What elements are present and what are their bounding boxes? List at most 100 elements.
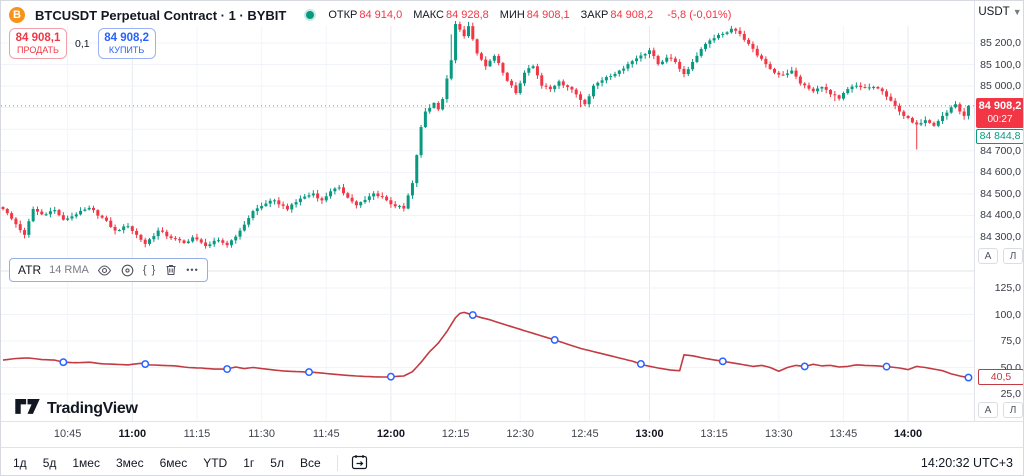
candle-body xyxy=(307,195,311,197)
candle-body xyxy=(811,88,815,92)
candle-body xyxy=(96,210,100,216)
candle-body xyxy=(566,85,570,87)
candle-body xyxy=(604,77,608,81)
candle-body xyxy=(182,240,186,244)
price-tick: 84 500,0 xyxy=(980,187,1021,200)
candle-body xyxy=(544,85,548,87)
symbol-title[interactable]: BTCUSDT Perpetual Contract · 1 · BYBIT xyxy=(35,7,287,23)
candle-body xyxy=(191,237,195,242)
auto-scale-button[interactable]: А xyxy=(978,402,998,418)
candle-body xyxy=(837,95,841,99)
range-button-1д[interactable]: 1д xyxy=(13,455,27,470)
candle-body xyxy=(18,224,22,231)
candle-body xyxy=(165,231,169,237)
candle-body xyxy=(660,61,664,65)
candle-body xyxy=(260,206,264,209)
candle-body xyxy=(716,34,720,39)
candle-body xyxy=(53,210,57,212)
candle-body xyxy=(880,88,884,92)
candle-body xyxy=(109,220,113,227)
range-button-1мес[interactable]: 1мес xyxy=(72,455,100,470)
range-button-5д[interactable]: 5д xyxy=(42,455,57,470)
range-button-1г[interactable]: 1г xyxy=(243,455,255,470)
candle-body xyxy=(380,196,384,198)
candle-body xyxy=(958,104,962,112)
range-button-Все[interactable]: Все xyxy=(299,455,321,470)
candle-body xyxy=(298,198,302,203)
range-button-3мес[interactable]: 3мес xyxy=(115,455,144,470)
indicator-legend[interactable]: ATR 14 RMA { } ••• xyxy=(9,258,208,282)
candle-body xyxy=(264,203,268,207)
spread-value: 0,1 xyxy=(75,37,90,50)
candle-body xyxy=(669,57,673,59)
atr-selection-marker xyxy=(550,335,559,344)
chart-canvas[interactable] xyxy=(1,1,974,447)
more-icon[interactable]: ••• xyxy=(186,265,199,275)
sell-button[interactable]: 84 908,1 ПРОДАТЬ xyxy=(9,28,67,59)
time-tick: 13:15 xyxy=(700,428,728,440)
candle-body xyxy=(466,26,470,37)
log-scale-button[interactable]: Л xyxy=(1003,248,1023,264)
time-tick: 12:00 xyxy=(376,428,405,440)
candle-body xyxy=(772,68,776,73)
candle-body xyxy=(781,74,785,76)
time-axis[interactable]: 10:45 11:00 11:15 11:30 11:45 12:00 12:15 12:30… xyxy=(1,421,1023,447)
session-clock[interactable]: 14:20:32 UTC+3 xyxy=(920,455,1013,470)
candle-body xyxy=(337,187,341,189)
candle-body xyxy=(402,205,406,209)
candle-body xyxy=(945,112,949,116)
candle-body xyxy=(385,196,389,201)
candle-body xyxy=(255,208,259,212)
eye-icon[interactable] xyxy=(97,263,112,278)
candle-body xyxy=(850,86,854,90)
candle-body xyxy=(61,215,65,220)
go-to-date-icon[interactable] xyxy=(350,453,369,472)
candle-body xyxy=(626,64,630,69)
price-axis[interactable]: USDT ▼ 85 200,0 85 100,0 85 000,0 84 700,0 8… xyxy=(974,1,1023,447)
delete-icon[interactable] xyxy=(164,263,178,277)
ohlc-close: ЗАКР 84 908,2 xyxy=(581,9,654,21)
candle-body xyxy=(462,29,466,37)
candle-body xyxy=(820,86,824,89)
candle-body xyxy=(936,121,940,126)
tradingview-logo[interactable]: TradingView xyxy=(15,399,138,418)
price-tick: 85 200,0 xyxy=(980,37,1021,49)
candle-body xyxy=(139,234,143,240)
candle-body xyxy=(678,61,682,69)
candle-body xyxy=(341,187,345,194)
candle-body xyxy=(251,211,255,219)
candle-body xyxy=(859,85,863,88)
candle-body xyxy=(846,89,850,94)
market-status-icon[interactable] xyxy=(306,11,315,19)
open-value: 84 914,0 xyxy=(359,9,403,21)
currency-selector[interactable]: USDT ▼ xyxy=(975,6,1023,18)
candle-body xyxy=(484,59,488,67)
candle-body xyxy=(225,242,229,246)
atr-tick: 125,0 xyxy=(994,282,1021,294)
candle-body xyxy=(359,202,363,206)
candle-body xyxy=(777,72,781,75)
range-button-5л[interactable]: 5л xyxy=(270,455,284,470)
auto-scale-button[interactable]: А xyxy=(978,248,998,264)
time-tick: 10:45 xyxy=(53,428,82,440)
candle-body xyxy=(591,85,595,97)
source-code-icon[interactable]: { } xyxy=(142,264,157,276)
toolbar-divider xyxy=(336,454,338,471)
candle-body xyxy=(760,55,764,59)
range-button-6мес[interactable]: 6мес xyxy=(159,455,188,470)
candle-body xyxy=(712,38,716,41)
log-scale-button[interactable]: Л xyxy=(1003,402,1023,418)
candle-body xyxy=(609,76,613,78)
settings-icon[interactable] xyxy=(120,263,135,278)
candle-body xyxy=(229,240,233,246)
range-button-YTD[interactable]: YTD xyxy=(203,455,228,470)
bar-countdown: 00:27 xyxy=(987,113,1013,125)
buy-label: КУПИТЬ xyxy=(108,45,145,56)
buy-button[interactable]: 84 908,2 КУПИТЬ xyxy=(97,28,156,59)
candle-body xyxy=(656,56,660,65)
candle-body xyxy=(841,93,845,99)
candle-body xyxy=(557,81,561,86)
candle-body xyxy=(949,107,953,113)
candle-body xyxy=(570,86,574,90)
